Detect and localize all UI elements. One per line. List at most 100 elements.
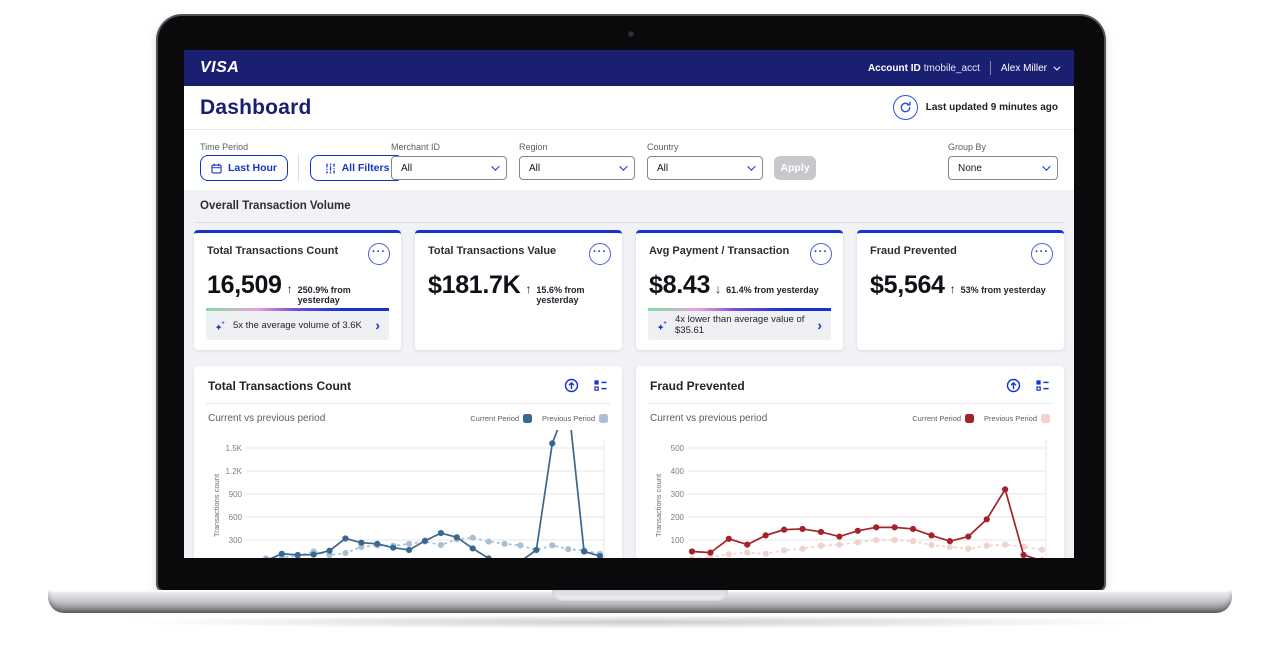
user-name: Alex Miller xyxy=(1000,62,1047,74)
arrow-down-icon: ↓ xyxy=(715,281,722,296)
time-period-label: Time Period xyxy=(200,142,249,152)
chart-legend: Current Period Previous Period xyxy=(470,414,608,423)
chevron-down-icon xyxy=(1042,162,1051,171)
kpi-delta: 15.6% from yesterday xyxy=(536,284,585,305)
chart-card-total-transactions-count: Total Transactions Count xyxy=(194,366,622,558)
legend-toggle-icon[interactable] xyxy=(1035,378,1050,393)
svg-text:900: 900 xyxy=(229,490,243,499)
last-updated-text: Last updated 9 minutes ago xyxy=(925,102,1058,113)
divider xyxy=(298,154,299,182)
kpi-title: Total Transactions Value xyxy=(428,245,557,257)
insight-banner[interactable]: 5x the average volume of 3.6K › xyxy=(206,308,389,340)
sparkle-icon xyxy=(657,320,667,330)
filters-bar: Time Period Last Hour xyxy=(184,130,1074,190)
divider xyxy=(648,403,1052,404)
chevron-right-icon: › xyxy=(375,317,380,333)
chevron-down-icon xyxy=(1053,63,1061,71)
chart-subtitle: Current vs previous period xyxy=(650,413,768,424)
legend-toggle-icon[interactable] xyxy=(593,378,608,393)
visa-logo: VISA xyxy=(200,59,240,76)
apply-button[interactable]: Apply xyxy=(774,156,816,180)
chevron-right-icon: › xyxy=(817,317,822,333)
shadow xyxy=(120,615,1160,629)
kpi-value: 16,509 xyxy=(207,270,282,299)
kpi-value: $181.7K xyxy=(428,270,521,299)
kpi-title: Avg Payment / Transaction xyxy=(649,245,790,257)
svg-text:1.5K: 1.5K xyxy=(226,444,243,453)
legend-swatch-current xyxy=(523,414,533,423)
chart-card-fraud-prevented: Fraud Prevented xyxy=(636,366,1064,558)
line-chart: 5004003002001000Transactions count xyxy=(654,440,1047,558)
more-options-button[interactable]: ··· xyxy=(589,243,611,265)
more-options-button[interactable]: ··· xyxy=(810,243,832,265)
arrow-up-icon: ↑ xyxy=(525,281,532,296)
svg-text:300: 300 xyxy=(229,536,243,545)
divider xyxy=(194,222,1064,223)
insight-text: 4x lower than average value of $35.61 xyxy=(675,314,805,336)
merchant-id-select[interactable]: All xyxy=(391,156,507,180)
more-options-button[interactable]: ··· xyxy=(368,243,390,265)
svg-text:500: 500 xyxy=(671,444,685,453)
svg-text:Transactions count: Transactions count xyxy=(212,473,221,537)
kpi-delta: 53% from yesterday xyxy=(960,284,1046,295)
svg-text:100: 100 xyxy=(671,536,685,545)
chart-title: Total Transactions Count xyxy=(208,378,352,393)
kpi-delta: 61.4% from yesterday xyxy=(726,284,819,295)
chevron-down-icon xyxy=(619,162,628,171)
calendar-icon xyxy=(211,163,222,173)
svg-text:300: 300 xyxy=(671,490,685,499)
top-nav-bar: VISA Account ID tmobile_acct Alex Miller xyxy=(184,50,1074,86)
legend-swatch-previous xyxy=(1041,414,1050,423)
laptop-base-notch xyxy=(552,590,728,601)
export-icon[interactable] xyxy=(564,378,579,393)
account-id: Account ID tmobile_acct xyxy=(867,62,980,74)
kpi-value: $8.43 xyxy=(649,270,711,299)
user-menu[interactable]: Alex Miller xyxy=(1000,62,1061,74)
kpi-card-avg-payment: Avg Payment / Transaction ··· $8.43 ↓ 61… xyxy=(636,230,843,350)
legend-swatch-current xyxy=(965,414,975,423)
app-viewport: VISA Account ID tmobile_acct Alex Miller … xyxy=(184,50,1074,558)
group-by-label: Group By xyxy=(948,142,987,152)
region-label: Region xyxy=(519,142,548,152)
svg-text:200: 200 xyxy=(671,513,685,522)
section-title: Overall Transaction Volume xyxy=(200,200,351,212)
kpi-card-fraud-prevented: Fraud Prevented ··· $5,564 ↑ 53% from ye… xyxy=(857,230,1064,350)
chevron-down-icon xyxy=(747,162,756,171)
refresh-icon xyxy=(900,101,911,113)
divider xyxy=(989,61,991,75)
region-select[interactable]: All xyxy=(519,156,635,180)
kpi-value: $5,564 xyxy=(870,270,945,299)
arrow-up-icon: ↑ xyxy=(949,281,956,296)
kpi-row: Total Transactions Count ··· 16,509 ↑ 25… xyxy=(194,230,1064,350)
svg-text:400: 400 xyxy=(671,467,685,476)
export-icon[interactable] xyxy=(1006,378,1021,393)
kpi-delta: 250.9% from yesterday xyxy=(297,284,351,305)
kpi-card-total-transactions-count: Total Transactions Count ··· 16,509 ↑ 25… xyxy=(194,230,401,350)
arrow-up-icon: ↑ xyxy=(286,281,293,296)
insight-banner[interactable]: 4x lower than average value of $35.61 › xyxy=(648,308,831,340)
page-title: Dashboard xyxy=(200,95,312,119)
legend-swatch-previous xyxy=(599,414,608,423)
kpi-title: Total Transactions Count xyxy=(207,245,339,257)
group-by-select[interactable]: None xyxy=(948,156,1058,180)
more-options-button[interactable]: ··· xyxy=(1031,243,1053,265)
all-filters-button[interactable]: All Filters xyxy=(310,155,404,181)
laptop-screen-bezel: VISA Account ID tmobile_acct Alex Miller … xyxy=(158,16,1104,590)
line-chart: 1.5K1.2K9006003000Transactions count xyxy=(212,430,605,558)
kpi-card-total-transactions-value: Total Transactions Value ··· $181.7K ↑ 1… xyxy=(415,230,622,350)
time-period-button[interactable]: Last Hour xyxy=(200,155,288,181)
svg-text:1.2K: 1.2K xyxy=(226,467,243,476)
webcam-icon xyxy=(628,31,634,37)
page-header: Dashboard Last updated 9 minutes ago xyxy=(184,86,1074,130)
kpi-title: Fraud Prevented xyxy=(870,245,957,257)
divider xyxy=(206,403,610,404)
chart-title: Fraud Prevented xyxy=(650,378,745,393)
sparkle-icon xyxy=(215,320,225,330)
chart-subtitle: Current vs previous period xyxy=(208,413,326,424)
chevron-down-icon xyxy=(491,162,500,171)
chart-row: Total Transactions Count xyxy=(194,366,1064,558)
insight-text: 5x the average volume of 3.6K xyxy=(233,319,362,331)
refresh-button[interactable] xyxy=(892,95,918,120)
country-select[interactable]: All xyxy=(647,156,763,180)
